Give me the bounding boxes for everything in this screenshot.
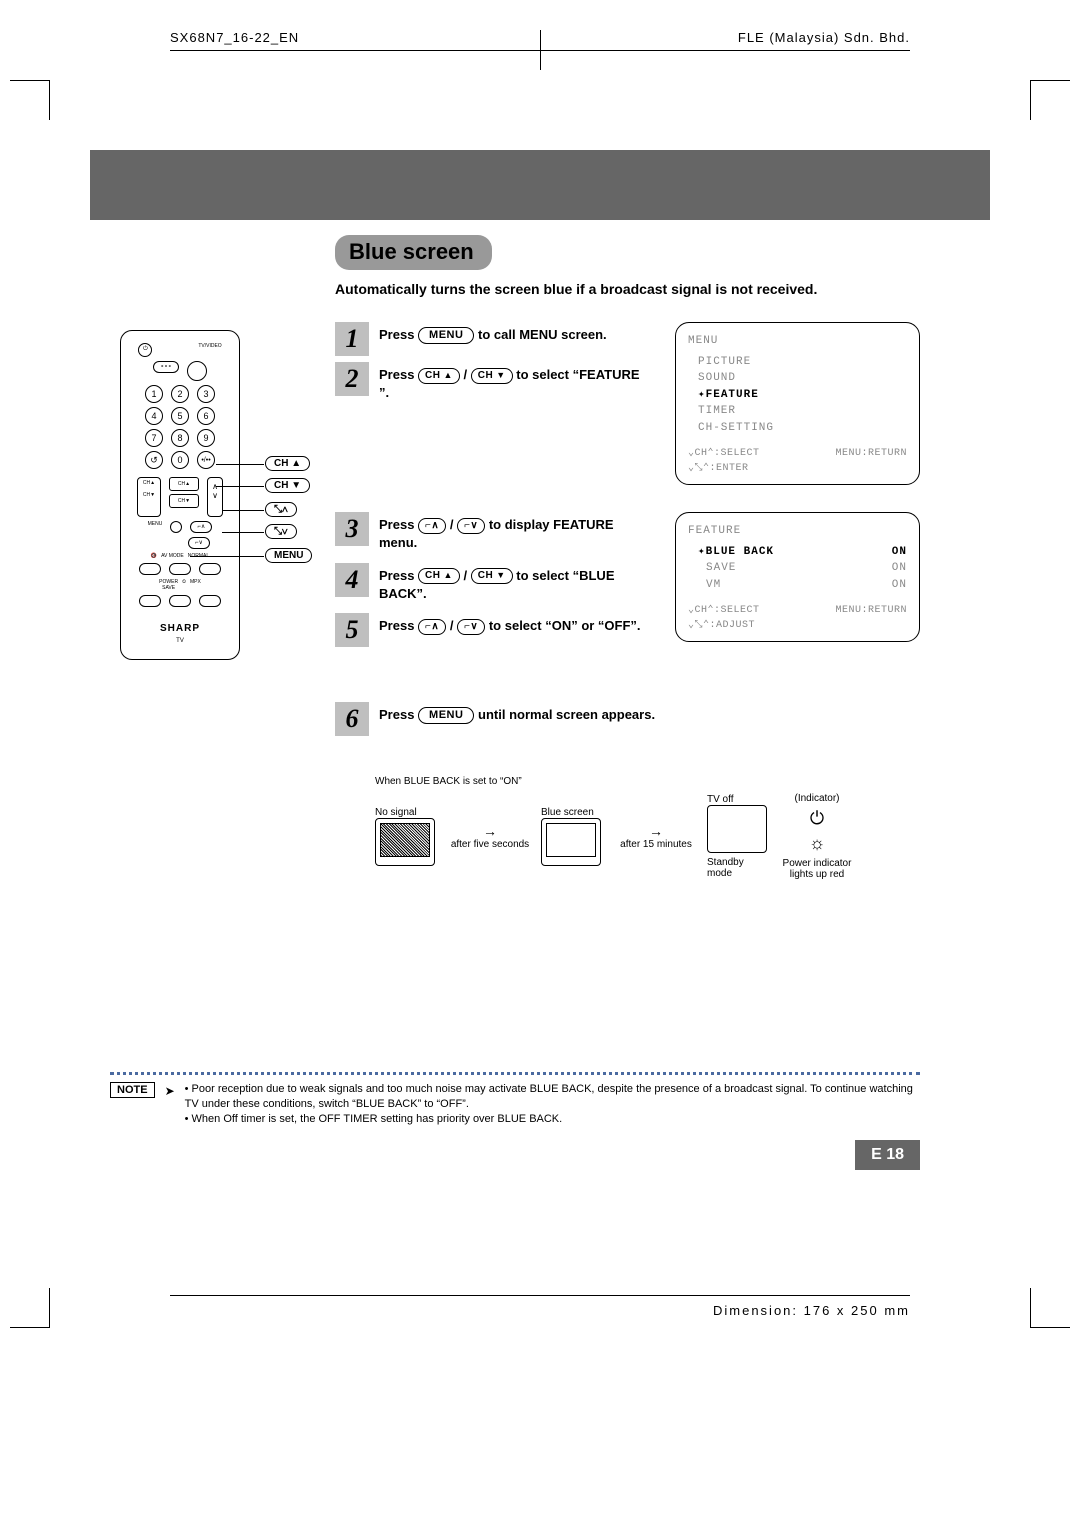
ch-up-icon: CH [418,568,460,584]
intro-text: Automatically turns the screen blue if a… [335,280,920,298]
callout-vol-up: ⤡∧ [265,502,297,517]
main-content: Blue screen Automatically turns the scre… [335,235,920,880]
remote-body: ⏻TV/VIDEO ∘∘∘ 123 456 789 ↺0•/•• CH▲CH▼ … [120,330,240,660]
vol-up-icon: ⌐∧ [418,619,446,635]
menu-button-icon: MENU [418,707,474,724]
note-arrow-icon: ➤ [165,1082,175,1127]
note-label: NOTE [110,1082,155,1098]
note-block: NOTE ➤ • Poor reception due to weak sign… [110,1082,920,1127]
callout-menu: MENU [265,548,312,563]
menu-button-icon: MENU [418,327,474,344]
osd-menu: MENU PICTURE SOUND ✦FEATURE TIMER CH-SET… [675,322,920,485]
osd-feature: FEATURE ✦BLUE BACKON SAVEON VMON ⌄CH⌃:SE… [675,512,920,642]
ch-up-icon: CH [418,368,460,384]
header-right: FLE (Malaysia) Sdn. Bhd. [738,30,910,45]
header-divider [540,30,541,70]
diagram-heading: When BLUE BACK is set to “ON” [375,776,920,787]
crop-mark [1030,1288,1070,1328]
callout-ch-up: CH ▲ [265,456,310,471]
ch-dn-icon: CH [471,568,513,584]
footer-dimension: Dimension: 176 x 250 mm [713,1303,910,1318]
crop-mark [1030,80,1070,120]
callout-vol-dn: ⤡∨ [265,524,297,539]
step-2: 2 Press CH / CH to select “FEATURE ”. [335,362,657,406]
vol-up-icon: ⌐∧ [418,518,446,534]
vol-dn-icon: ⌐∨ [457,518,485,534]
note-bullet: When Off timer is set, the OFF TIMER set… [192,1113,563,1125]
vol-dn-icon: ⌐∨ [457,619,485,635]
section-title: Blue screen [335,235,492,270]
header-left: SX68N7_16-22_EN [170,30,299,45]
dotted-separator [110,1072,920,1075]
note-bullet: Poor reception due to weak signals and t… [185,1083,913,1110]
step-4: 4 Press CH / CH to select “BLUE BACK”. [335,563,657,607]
page-number: E 18 [855,1140,920,1170]
step-1: 1 Press MENU to call MENU screen. [335,322,657,356]
callout-ch-dn: CH ▼ [265,478,310,493]
section-band [90,150,990,220]
step-6: 6 Press MENU until normal screen appears… [335,702,920,736]
step-5: 5 Press ⌐∧ / ⌐∨ to select “ON” or “OFF”. [335,613,657,647]
blue-back-diagram: When BLUE BACK is set to “ON” No signal … [375,776,920,880]
remote-illustration: ⏻TV/VIDEO ∘∘∘ 123 456 789 ↺0•/•• CH▲CH▼ … [120,330,320,660]
crop-mark [10,1288,50,1328]
remote-brand: SHARPTV [121,623,239,645]
crop-mark [10,80,50,120]
manual-page: SX68N7_16-22_EN FLE (Malaysia) Sdn. Bhd.… [0,0,1080,1528]
footer-rule [170,1295,910,1296]
step-3: 3 Press ⌐∧ / ⌐∨ to display FEATURE menu. [335,512,657,556]
ch-dn-icon: CH [471,368,513,384]
